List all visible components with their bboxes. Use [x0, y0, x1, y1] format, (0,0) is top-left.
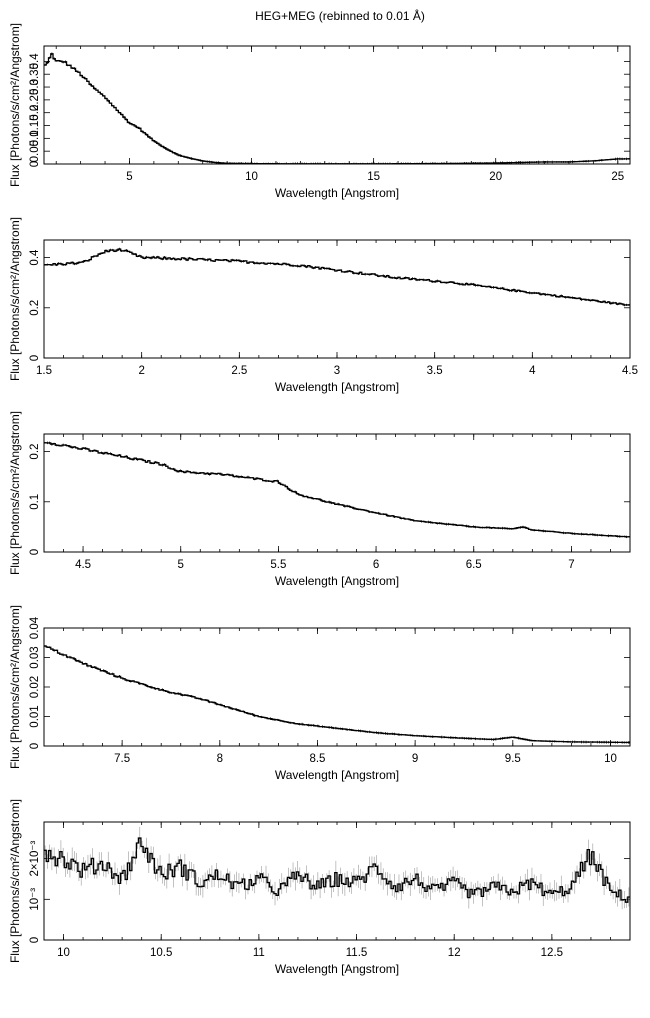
y-tick-label: 0.3 — [29, 79, 41, 95]
x-tick-label: 4.5 — [622, 365, 638, 377]
y-tick-label: 0.2 — [29, 105, 41, 121]
x-tick-label: 5 — [126, 171, 132, 183]
error-bars — [44, 52, 630, 164]
spectrum-panel-3: 4.5 5 5.5 6 6.5 7 0 0.1 0.2 Wavelength [Angstrom]… — [8, 411, 631, 588]
x-tick-label: 4 — [529, 365, 536, 377]
y-tick-label: 0 — [29, 549, 41, 555]
x-tick-label: 1.5 — [36, 365, 52, 377]
y-axis-label: Flux [Photons/s/cm²/Angstrom] — [8, 23, 22, 187]
x-tick-label: 2.5 — [231, 365, 247, 377]
figure-title: HEG+MEG (rebinned to 0.01 Å) — [255, 9, 425, 23]
y-tick-label: 2×10⁻³ — [29, 841, 41, 877]
y-tick-label: 0.03 — [29, 646, 41, 668]
x-tick-label: 11.5 — [346, 947, 368, 959]
x-tick-label: 10 — [604, 753, 617, 765]
x-tick-label: 12 — [448, 947, 461, 959]
x-tick-label: 3 — [334, 365, 340, 377]
y-axis-label: Flux [Photons/s/cm²/Angstrom] — [8, 411, 22, 575]
x-tick-label: 9.5 — [505, 753, 521, 765]
x-tick-label: 10 — [245, 171, 258, 183]
spectrum-series — [44, 837, 630, 903]
x-tick-label: 20 — [489, 171, 502, 183]
x-tick-label: 8.5 — [309, 753, 325, 765]
x-tick-label: 10 — [57, 947, 70, 959]
error-bars — [44, 826, 630, 910]
x-tick-label: 2 — [138, 365, 144, 377]
y-tick-label: 0.25 — [29, 89, 41, 111]
y-tick-label: 0.15 — [29, 114, 41, 136]
x-axis-label: Wavelength [Angstrom] — [275, 380, 399, 394]
spectrum-panel-4: 7.5 8 8.5 9 9.5 10 0 0.01 0.02 0.03 0.04 Wavelength… — [8, 605, 631, 782]
y-tick-label: 0 — [29, 161, 41, 167]
x-tick-label: 5.5 — [270, 559, 286, 571]
x-tick-label: 3.5 — [427, 365, 443, 377]
x-tick-label: 25 — [611, 171, 624, 183]
spectrum-panel-2: 1.5 2 2.5 3 3.5 4 4.5 0 0.2 0.4 Wavelength [Angstr… — [8, 217, 638, 394]
y-tick-label: 0.2 — [29, 444, 41, 460]
x-axis-label: Wavelength [Angstrom] — [275, 574, 399, 588]
x-tick-label: 10.5 — [150, 947, 172, 959]
x-tick-label: 9 — [412, 753, 418, 765]
x-tick-label: 15 — [367, 171, 380, 183]
y-axis-label: Flux [Photons/s/cm²/Angstrom] — [8, 799, 22, 963]
spectrum-series — [44, 442, 630, 538]
y-tick-label: 0.04 — [29, 616, 41, 639]
x-tick-label: 5 — [178, 559, 184, 571]
x-tick-label: 7.5 — [114, 753, 130, 765]
y-tick-label: 0 — [29, 743, 41, 749]
y-tick-label: 10⁻³ — [29, 888, 41, 911]
x-tick-label: 12.5 — [541, 947, 563, 959]
spectrum-panel-1: 5 10 15 20 25 00.050.10.150.20.250.30.350.4 Wa… — [8, 23, 631, 200]
y-axis-label: Flux [Photons/s/cm²/Angstrom] — [8, 605, 22, 769]
x-tick-label: 8 — [217, 753, 223, 765]
plot-frame — [43, 45, 631, 165]
y-tick-label: 0 — [29, 355, 41, 361]
y-axis-label: Flux [Photons/s/cm²/Angstrom] — [8, 217, 22, 381]
plot-frame — [43, 433, 631, 553]
y-tick-label: 0.1 — [29, 494, 41, 510]
spectrum-series — [44, 53, 630, 165]
y-tick-label: 0.4 — [29, 249, 41, 266]
y-tick-label: 0.02 — [29, 676, 41, 698]
spectrum-series — [44, 248, 630, 306]
y-tick-label: 0.01 — [29, 705, 41, 727]
x-axis-label: Wavelength [Angstrom] — [275, 962, 399, 976]
y-tick-label: 0.35 — [29, 63, 41, 85]
y-tick-label: 0.4 — [29, 53, 41, 70]
y-tick-label: 0 — [29, 937, 41, 943]
plot-frame — [43, 239, 631, 359]
x-tick-label: 4.5 — [75, 559, 91, 571]
spectrum-series — [44, 645, 630, 744]
y-tick-label: 0.1 — [29, 130, 41, 146]
x-axis-label: Wavelength [Angstrom] — [275, 186, 399, 200]
x-tick-label: 11 — [253, 947, 265, 959]
x-tick-label: 6 — [373, 559, 379, 571]
x-tick-label: 7 — [568, 559, 574, 571]
error-bars — [44, 441, 630, 539]
y-tick-label: 0.05 — [29, 140, 41, 162]
x-tick-label: 6.5 — [466, 559, 482, 571]
y-tick-label: 0.2 — [29, 300, 41, 316]
spectrum-panel-5: 10 10.5 11 11.5 12 12.5 0 10⁻³ 2×10⁻³ Wavelength … — [8, 799, 631, 976]
x-axis-label: Wavelength [Angstrom] — [275, 768, 399, 782]
error-bars — [44, 247, 630, 307]
